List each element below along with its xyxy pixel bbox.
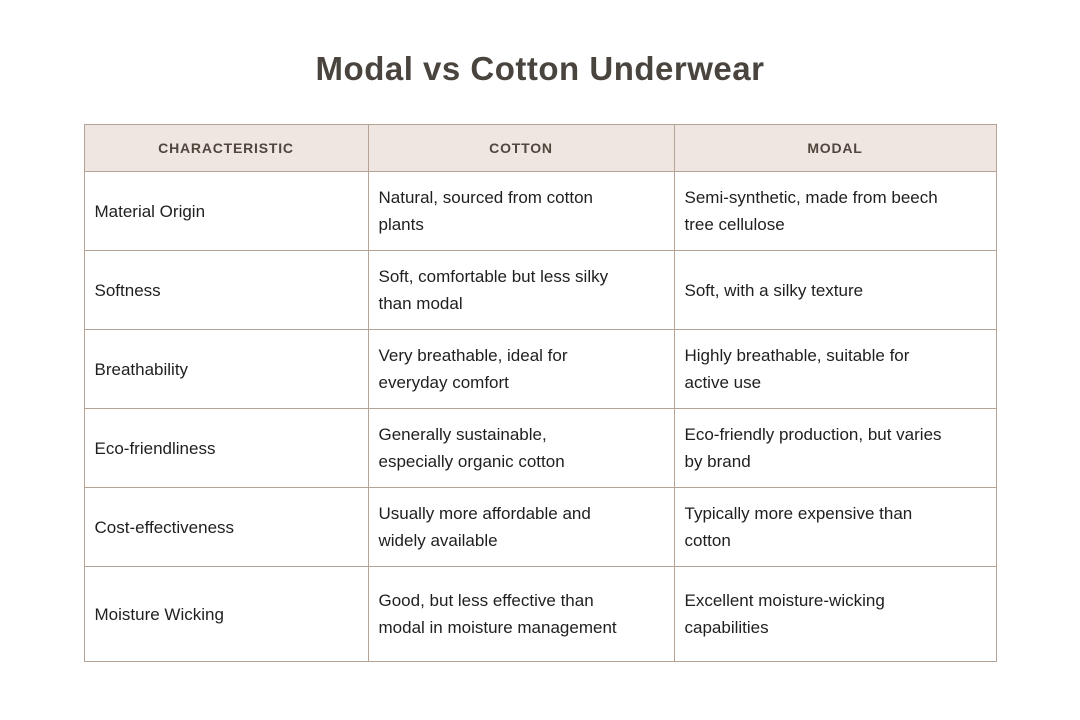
table-row-moisture-wicking: Moisture Wicking Good, but less effectiv…: [83, 566, 997, 662]
table-row-material-origin: Material Origin Natural, sourced from co…: [83, 171, 997, 251]
page-title: Modal vs Cotton Underwear: [315, 50, 765, 87]
cell-cotton-value: Natural, sourced from cotton plants: [367, 171, 675, 251]
comparison-table: CHARACTERISTIC COTTON MODAL Material Ori…: [83, 124, 997, 662]
header-cell-modal: MODAL: [673, 124, 997, 172]
header-cell-cotton: COTTON: [367, 124, 675, 172]
cell-modal-value: Excellent moisture-wicking capabilities: [673, 566, 997, 662]
header-row: CHARACTERISTIC COTTON MODAL: [83, 124, 997, 172]
table-row-softness: Softness Soft, comfortable but less silk…: [83, 250, 997, 330]
page: Modal vs Cotton Underwear CHARACTERISTIC…: [0, 50, 1080, 720]
cell-modal-value: Soft, with a silky texture: [673, 250, 997, 330]
cell-characteristic: Breathability: [83, 329, 369, 409]
cell-cotton-value: Good, but less effective than modal in m…: [367, 566, 675, 662]
header-cell-characteristic: CHARACTERISTIC: [83, 124, 369, 172]
table-row-cost-effectiveness: Cost-effectiveness Usually more affordab…: [83, 487, 997, 567]
table-row-eco-friendliness: Eco-friendliness Generally sustainable, …: [83, 408, 997, 488]
cell-characteristic: Cost-effectiveness: [83, 487, 369, 567]
cell-modal-value: Eco-friendly production, but varies by b…: [673, 408, 997, 488]
table-row-breathability: Breathability Very breathable, ideal for…: [83, 329, 997, 409]
cell-cotton-value: Very breathable, ideal for everyday comf…: [367, 329, 675, 409]
cell-modal-value: Highly breathable, suitable for active u…: [673, 329, 997, 409]
cell-cotton-value: Generally sustainable, especially organi…: [367, 408, 675, 488]
cell-cotton-value: Soft, comfortable but less silky than mo…: [367, 250, 675, 330]
cell-modal-value: Typically more expensive than cotton: [673, 487, 997, 567]
cell-characteristic: Eco-friendliness: [83, 408, 369, 488]
cell-characteristic: Softness: [83, 250, 369, 330]
cell-modal-value: Semi-synthetic, made from beech tree cel…: [673, 171, 997, 251]
table-body: Material Origin Natural, sourced from co…: [83, 171, 997, 662]
cell-cotton-value: Usually more affordable and widely avail…: [367, 487, 675, 567]
cell-characteristic: Moisture Wicking: [83, 566, 369, 662]
table-header: CHARACTERISTIC COTTON MODAL: [83, 124, 997, 172]
cell-characteristic: Material Origin: [83, 171, 369, 251]
